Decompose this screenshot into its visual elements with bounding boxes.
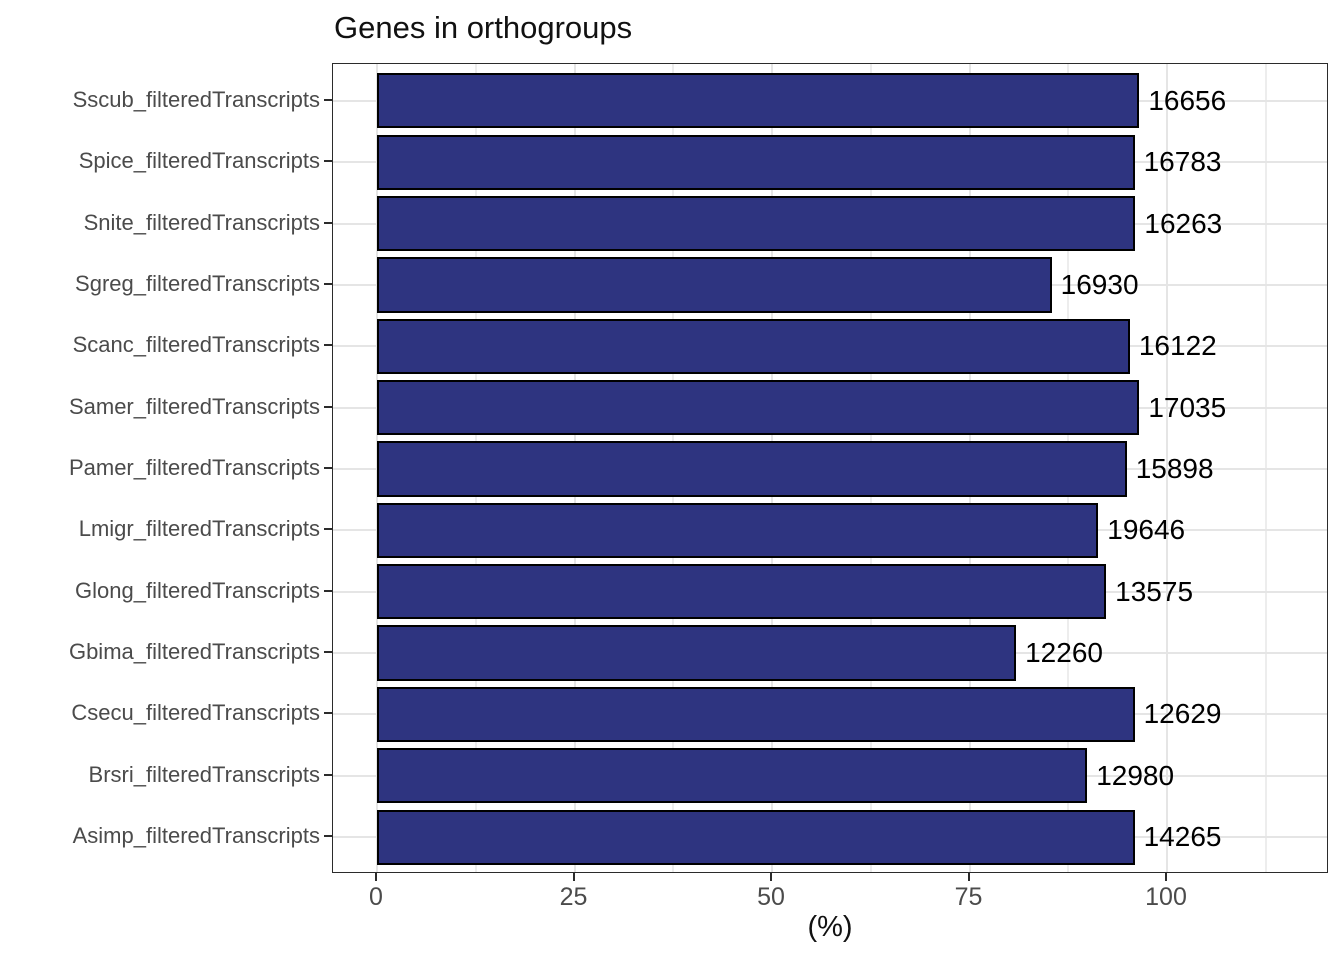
y-axis-tick [324,344,332,347]
y-axis-tick [324,160,332,163]
y-axis-tick [324,773,332,776]
y-axis-tick [324,528,332,531]
x-axis-tick-label: 100 [1145,883,1187,911]
x-axis-tick-label: 25 [559,883,588,911]
x-axis-tick [1165,873,1167,881]
y-axis-label: Brsri_filteredTranscripts [88,761,320,787]
plot-panel: 16656 16783 16263 16930 16122 17035 15898 19646… [332,63,1328,873]
y-axis-label: Scanc_filteredTranscripts [72,332,320,358]
y-axis-tick [324,651,332,654]
x-axis-title: (%) [807,911,853,943]
y-axis-tick [324,282,332,285]
bar-value-label: 13575 [1115,575,1194,607]
bar [377,380,1140,436]
y-axis-tick [324,467,332,469]
bar [377,748,1088,804]
bar [377,809,1135,865]
bar [377,686,1135,743]
x-axis-tick [572,873,575,881]
bar [377,318,1130,374]
y-axis-tick [324,835,332,838]
bar [377,502,1099,558]
bar-value-label: 16783 [1143,146,1222,178]
y-axis-label: Csecu_filteredTranscripts [71,700,320,726]
x-axis-tick-label: 0 [369,883,383,911]
bar [377,625,1017,681]
bar-value-label: 14265 [1143,821,1222,853]
y-axis-label: Pamer_filteredTranscripts [68,455,320,480]
y-axis-label: Sscub_filteredTranscripts [72,86,320,112]
x-axis-tick [967,873,970,881]
bar-value-label: 16656 [1148,84,1227,116]
x-axis-tick [770,873,772,881]
bar-value-label: 12629 [1143,698,1222,730]
x-axis-tick [375,873,377,881]
y-axis-tick [324,98,332,101]
bar [377,257,1052,313]
bar [377,73,1140,129]
bar [377,564,1107,620]
y-axis-label: Lmigr_filteredTranscripts [78,516,320,542]
x-axis-tick-label: 50 [757,883,785,911]
y-axis-label: Snite_filteredTranscripts [83,209,320,235]
y-axis-label: Spice_filteredTranscripts [78,148,320,174]
y-axis-tick [324,221,332,224]
bar [377,441,1127,497]
bar-value-label: 16122 [1138,330,1217,362]
bar-value-label: 12260 [1025,637,1103,669]
y-axis-tick [324,589,332,592]
bar [377,134,1135,190]
bar-value-label: 16263 [1144,207,1223,239]
y-axis-label: Glong_filteredTranscripts [75,577,320,603]
y-axis-label: Gbima_filteredTranscripts [68,639,320,665]
y-axis-tick [324,405,332,408]
bar-value-label: 15898 [1135,453,1214,484]
y-axis-label: Asimp_filteredTranscripts [72,823,320,849]
y-axis-label: Sgreg_filteredTranscripts [75,270,320,296]
bar-value-label: 19646 [1107,514,1186,546]
bar [377,195,1136,252]
x-axis-tick-label: 75 [954,883,983,911]
y-axis-label: Samer_filteredTranscripts [68,393,320,419]
bar-value-label: 17035 [1148,391,1227,423]
bar-value-label: 12980 [1096,759,1175,791]
chart-title: Genes in orthogroups [334,10,633,45]
y-axis-tick [324,712,332,715]
bar-value-label: 16930 [1060,268,1139,300]
